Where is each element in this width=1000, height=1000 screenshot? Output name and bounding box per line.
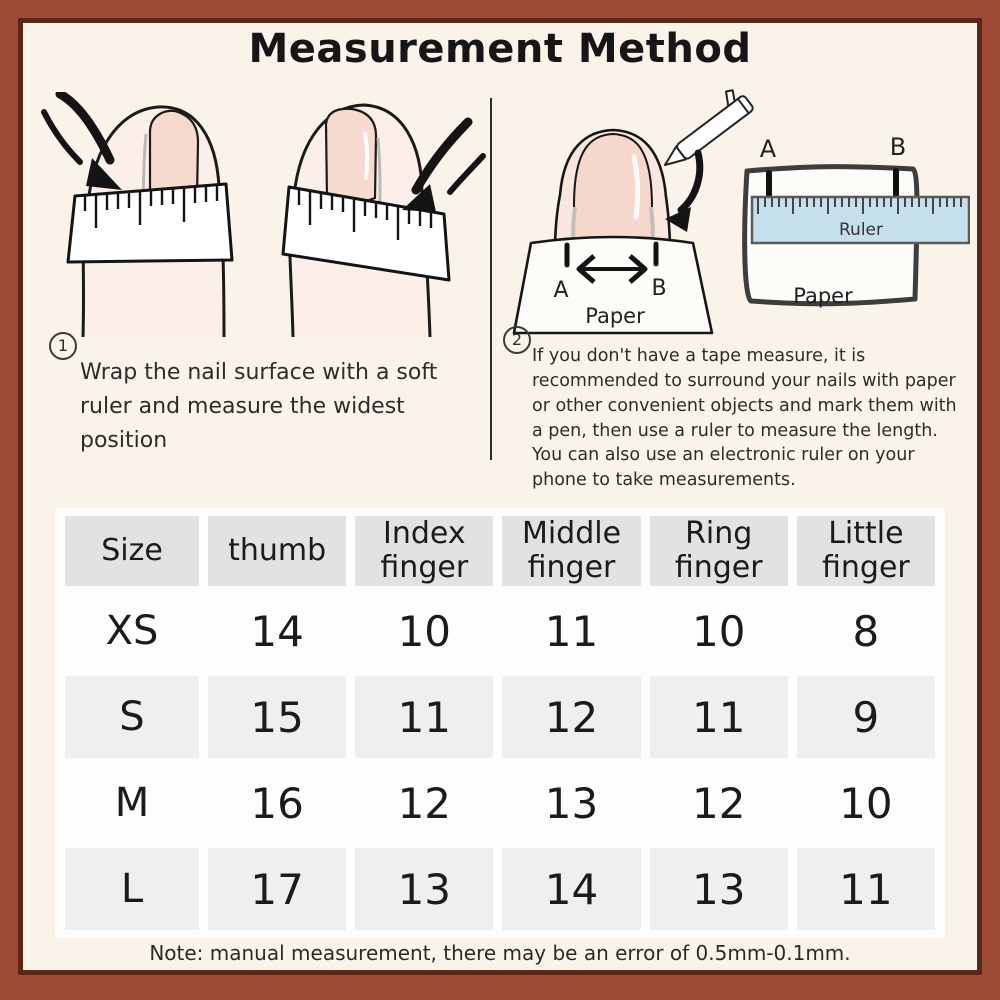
section-divider	[490, 98, 492, 460]
size-table-header-cell: thumb	[208, 516, 347, 586]
size-value-cell: 10	[839, 778, 893, 828]
step-2-paragraph-1: If you don't have a tape measure, it is …	[532, 346, 957, 441]
size-value-cell: 14	[250, 606, 304, 656]
size-table-header-cell: Size	[65, 516, 199, 586]
finger-with-ruler-1	[41, 92, 234, 337]
size-value-cell: 10	[397, 606, 452, 656]
size-value-cell: 17	[208, 848, 347, 930]
step-2-text: If you don't have a tape measure, it is …	[532, 344, 970, 493]
size-table-header-cell: Ring finger	[649, 516, 788, 586]
pen-icon	[664, 89, 754, 166]
size-value-cell: 15	[208, 676, 347, 758]
finger-with-paper: A B Paper	[512, 128, 714, 335]
size-value-cell: 13	[544, 778, 599, 828]
size-label-cell: M	[114, 780, 150, 826]
nail-shape	[573, 132, 653, 251]
ruler-tick-marks	[297, 189, 433, 240]
curved-arrow-icon	[402, 117, 486, 212]
page-title: Measurement Method	[248, 26, 752, 72]
note-text: Note: manual measurement, there may be a…	[149, 941, 851, 965]
size-value-cell: 9	[796, 676, 935, 758]
size-value-cell: 12	[502, 676, 641, 758]
size-value-cell: 14	[502, 848, 641, 930]
double-arrow-icon	[576, 254, 648, 284]
label-point-b2: B	[890, 133, 906, 161]
size-value-cell: 13	[355, 848, 494, 930]
paper-method-illustration: A B Paper A B Ruler Paper	[512, 89, 970, 335]
size-value-cell: 16	[250, 778, 304, 828]
size-value-cell: 11	[796, 848, 935, 930]
step-1-text: Wrap the nail surface with a soft ruler …	[80, 360, 438, 454]
paper-strip	[512, 235, 714, 335]
size-value-cell: 8	[852, 606, 880, 656]
size-label-cell: L	[65, 848, 199, 930]
label-point-b: B	[651, 276, 666, 301]
size-value-cell: 10	[691, 606, 746, 656]
size-value-cell: 12	[691, 778, 746, 828]
label-paper: Paper	[585, 304, 645, 328]
curved-arrow-icon	[665, 149, 704, 232]
ruler-tick-marks	[757, 198, 962, 214]
size-table-header-cell: Middle finger	[502, 516, 641, 586]
soft-ruler-finger-illustration	[41, 92, 486, 337]
size-table-header-cell: Index finger	[355, 516, 494, 586]
step-2-paragraph-2: You can also use an electronic ruler on …	[532, 445, 915, 491]
label-ruler: Ruler	[839, 220, 883, 240]
size-label-cell: S	[65, 676, 199, 758]
size-value-cell: 12	[397, 778, 452, 828]
framed-page: Measurement Method	[18, 18, 982, 975]
size-value-cell: 11	[649, 676, 788, 758]
finger-with-ruler-2	[281, 103, 486, 337]
size-value-cell: 13	[649, 848, 788, 930]
size-table-header-cell: Little finger	[796, 516, 935, 586]
label-point-a2: A	[760, 135, 777, 163]
label-paper2: Paper	[793, 284, 853, 308]
curved-arrow-icon	[41, 92, 122, 190]
step-1-number: 1	[49, 332, 77, 360]
paper-with-ruler: A B Ruler Paper	[742, 133, 970, 308]
size-value-cell: 11	[544, 606, 599, 656]
size-label-cell: XS	[105, 608, 159, 654]
label-point-a: A	[553, 278, 568, 303]
ruler-tick-marks	[83, 185, 219, 228]
soft-ruler-band	[66, 182, 234, 264]
size-value-cell: 11	[355, 676, 494, 758]
size-table: Size thumb Index finger Middle finger Ring f…	[55, 508, 945, 938]
step-2-number: 2	[503, 326, 531, 354]
